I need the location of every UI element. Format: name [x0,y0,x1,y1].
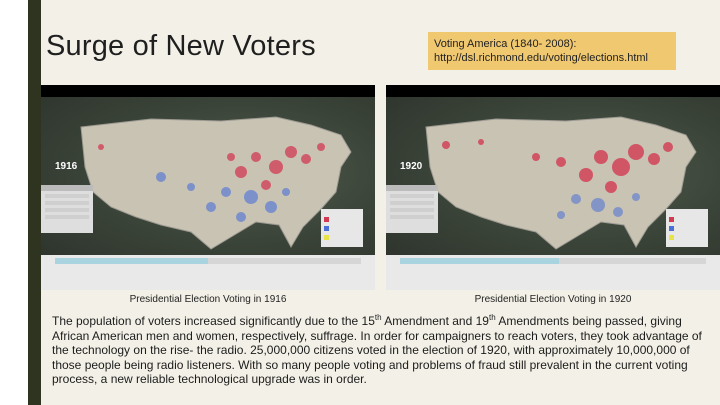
map-image-1920: 1920 [386,85,720,290]
source-box: Voting America (1840- 2008): http://dsl.… [428,32,676,70]
slide-title: Surge of New Voters [46,30,316,62]
map-legend [321,209,363,247]
us-outline [425,116,697,250]
source-url[interactable]: http://dsl.richmond.edu/voting/elections… [434,52,649,64]
timeline-track [55,258,361,264]
source-title: Voting America (1840- 2008): [434,38,577,50]
left-dark-band [28,0,41,405]
us-outline [80,116,352,250]
map-year-label: 1916 [55,161,78,172]
map-image-1916: 1916 [41,85,375,290]
map-caption-1920: Presidential Election Voting in 1920 [474,294,632,305]
us-map [41,97,375,265]
map-timeline[interactable] [41,255,375,290]
left-decor-bar [0,0,41,405]
timeline-progress [55,258,208,264]
map-top-bar [386,85,720,97]
timeline-progress [400,258,560,264]
map-top-bar [41,85,375,97]
map-info-panel [41,185,93,233]
us-map [386,97,720,265]
map-caption-1916: Presidential Election Voting in 1916 [129,294,287,305]
map-legend [666,209,708,247]
map-timeline[interactable] [386,255,720,290]
map-year-label: 1920 [400,161,423,172]
map-info-panel [386,185,438,233]
body-paragraph: The population of voters increased signi… [52,313,702,387]
